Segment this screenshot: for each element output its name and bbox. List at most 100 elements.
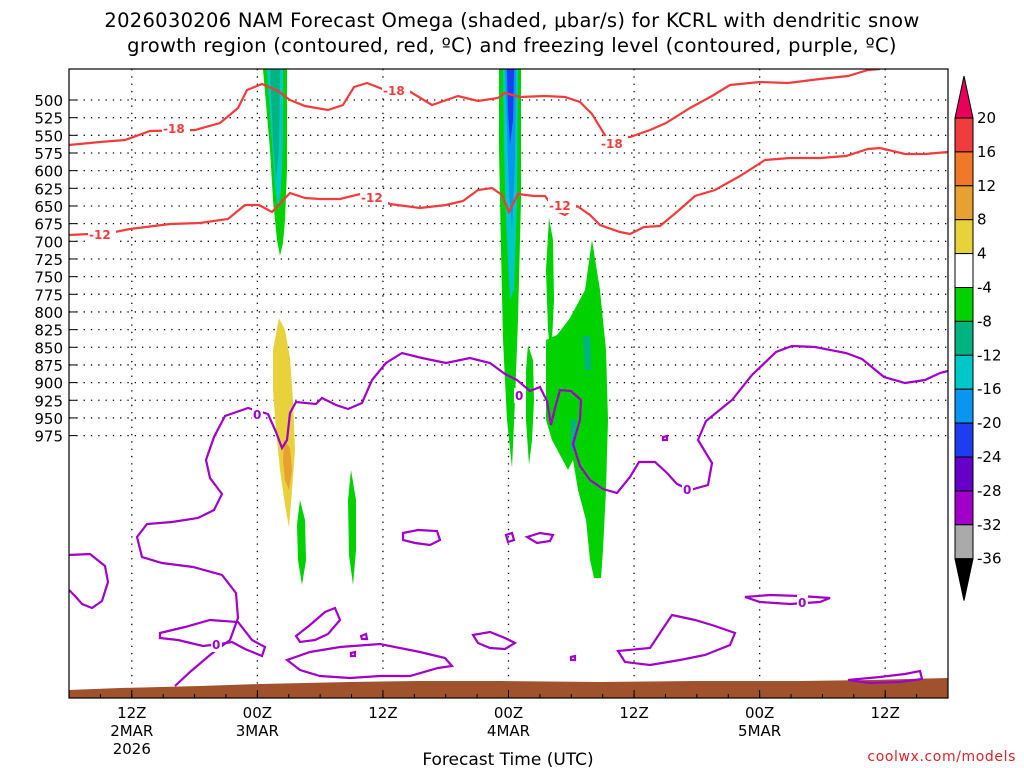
colorbar-cell (954, 524, 974, 560)
colorbar-label: -32 (977, 516, 1002, 534)
omega-region-ascent-6 (546, 218, 554, 360)
omega-region-descent-orange (283, 440, 292, 490)
red-label-2: -18 (383, 84, 405, 98)
colorbar-cell (954, 117, 974, 153)
x-tick-label: 00Z (243, 704, 272, 722)
y-tick-label: 775 (34, 286, 63, 304)
colorbar-cell (954, 253, 974, 289)
colorbar-label: -20 (977, 414, 1002, 432)
purple-label-2: 0 (515, 389, 523, 403)
y-tick-label: 550 (34, 127, 63, 145)
y-tick-label: 650 (34, 198, 63, 216)
red-label-6: -12 (549, 199, 571, 213)
omega-region-ascent-7-core-2 (571, 420, 576, 450)
x-tick-label: 12Z (368, 704, 397, 722)
colorbar-label: 8 (977, 211, 987, 229)
y-tick-label: 975 (34, 428, 63, 446)
y-tick-label: 800 (34, 304, 63, 322)
omega-region-ascent-4-purple (507, 69, 514, 145)
omega-shading (263, 69, 608, 585)
credit-text: coolwx.com/models (867, 749, 1016, 765)
freezing-line-lower (158, 618, 267, 658)
colorbar-label: -28 (977, 482, 1002, 500)
colorbar-label: -36 (977, 550, 1002, 568)
colorbar-cell (954, 185, 974, 221)
colorbar-label: -12 (977, 346, 1002, 364)
y-tick-label: 750 (34, 269, 63, 287)
omega-region-ascent-5 (526, 345, 534, 465)
colorbar-cell (954, 151, 974, 187)
colorbar-label: 16 (977, 143, 996, 161)
purple-label-1: 0 (253, 408, 261, 422)
red-contour-labels: -18 -18 -18 -12 -12 -12 (88, 83, 628, 242)
freezing-line-dot-1 (359, 632, 369, 641)
y-tick-label: 825 (34, 322, 63, 340)
x-tick-date: 3MAR (236, 722, 279, 740)
colorbar-label: -8 (977, 312, 992, 330)
y-axis: 5005255505756006256506757007257507758008… (34, 92, 77, 446)
omega-region-ascent-2 (297, 500, 306, 585)
terrain-ground (69, 678, 948, 698)
x-axis-title: Forecast Time (UTC) (422, 750, 593, 768)
purple-contour-labels: 0 0 0 0 0 (211, 388, 808, 652)
freezing-line-left-loop (69, 552, 110, 610)
freezing-line-dot-3 (661, 434, 669, 442)
colorbar-label: 4 (977, 245, 987, 263)
freezing-line-loop-3 (284, 642, 455, 680)
freezing-line-loop-9 (847, 669, 924, 685)
red-contours (69, 69, 948, 237)
chart-title-line-2: growth region (contoured, red, ºC) and f… (127, 34, 897, 57)
freezing-line-dot-2 (569, 654, 577, 662)
colorbar: 20 16 12 8 4 -4 -8 -12 -16 -20 -24 -28 -32 -36 (954, 75, 1002, 601)
colorbar-cell (954, 388, 974, 424)
y-tick-label: 525 (34, 110, 63, 128)
x-tick-label: 12Z (871, 704, 900, 722)
freezing-line-loop-6 (471, 630, 518, 651)
colorbar-cell (954, 75, 974, 119)
x-tick-label: 12Z (117, 704, 146, 722)
red-label-1: -18 (163, 122, 185, 136)
freezing-line-loop-8 (744, 593, 831, 606)
colorbar-cell (954, 219, 974, 255)
omega-region-ascent-1-inner (270, 69, 280, 180)
y-tick-label: 575 (34, 145, 63, 163)
colorbar-cell (954, 456, 974, 492)
red-label-3: -18 (601, 137, 623, 151)
freezing-line-loop-7 (616, 613, 737, 667)
red-label-4: -12 (89, 228, 111, 242)
y-tick-label: 625 (34, 180, 63, 198)
x-tick-label: 00Z (494, 704, 523, 722)
y-tick-label: 500 (34, 92, 63, 110)
x-tick-date: 5MAR (738, 722, 781, 740)
chart-title-line-1: 2026030206 NAM Forecast Omega (shaded, μ… (104, 9, 920, 32)
colorbar-cell (954, 320, 974, 356)
colorbar-label: -24 (977, 448, 1002, 466)
freezing-line-dot-4 (349, 650, 357, 658)
y-tick-label: 675 (34, 216, 63, 234)
x-tick-year: 2026 (113, 740, 151, 758)
colorbar-cell (954, 558, 974, 601)
y-tick-label: 725 (34, 251, 63, 269)
colorbar-label: -16 (977, 380, 1002, 398)
y-tick-label: 875 (34, 357, 63, 375)
colorbar-label: -4 (977, 279, 992, 297)
y-tick-label: 925 (34, 392, 63, 410)
colorbar-cell (954, 287, 974, 322)
colorbar-cell (954, 422, 974, 458)
freezing-line-loop-2 (294, 606, 342, 644)
y-tick-label: 850 (34, 339, 63, 357)
colorbar-cell (954, 490, 974, 526)
purple-contours (69, 344, 948, 687)
x-tick-date: 4MAR (487, 722, 530, 740)
purple-label-4: 0 (212, 638, 220, 652)
x-tick-date: 2MAR (110, 722, 153, 740)
x-tick-label: 00Z (745, 704, 774, 722)
colorbar-label: 20 (977, 109, 996, 127)
purple-label-5: 0 (798, 596, 806, 610)
omega-region-ascent-7-core (583, 336, 591, 370)
freezing-line-main (135, 344, 948, 687)
colorbar-label: 12 (977, 177, 996, 195)
omega-region-descent-yellow (273, 318, 295, 528)
